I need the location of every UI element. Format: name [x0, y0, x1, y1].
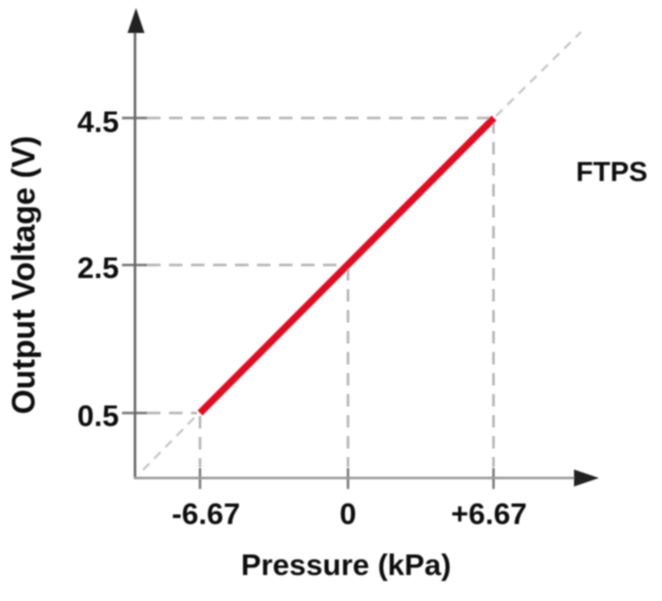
- svg-text:0: 0: [340, 498, 357, 531]
- svg-text:4.5: 4.5: [77, 106, 119, 139]
- svg-text:0.5: 0.5: [77, 400, 119, 433]
- svg-text:Output Voltage (V): Output Voltage (V): [6, 136, 42, 414]
- svg-text:2.5: 2.5: [77, 252, 119, 285]
- svg-text:-6.67: -6.67: [172, 498, 240, 531]
- svg-text:+6.67: +6.67: [451, 498, 527, 531]
- svg-text:FTPS: FTPS: [576, 156, 648, 187]
- svg-text:Pressure (kPa): Pressure (kPa): [241, 549, 451, 582]
